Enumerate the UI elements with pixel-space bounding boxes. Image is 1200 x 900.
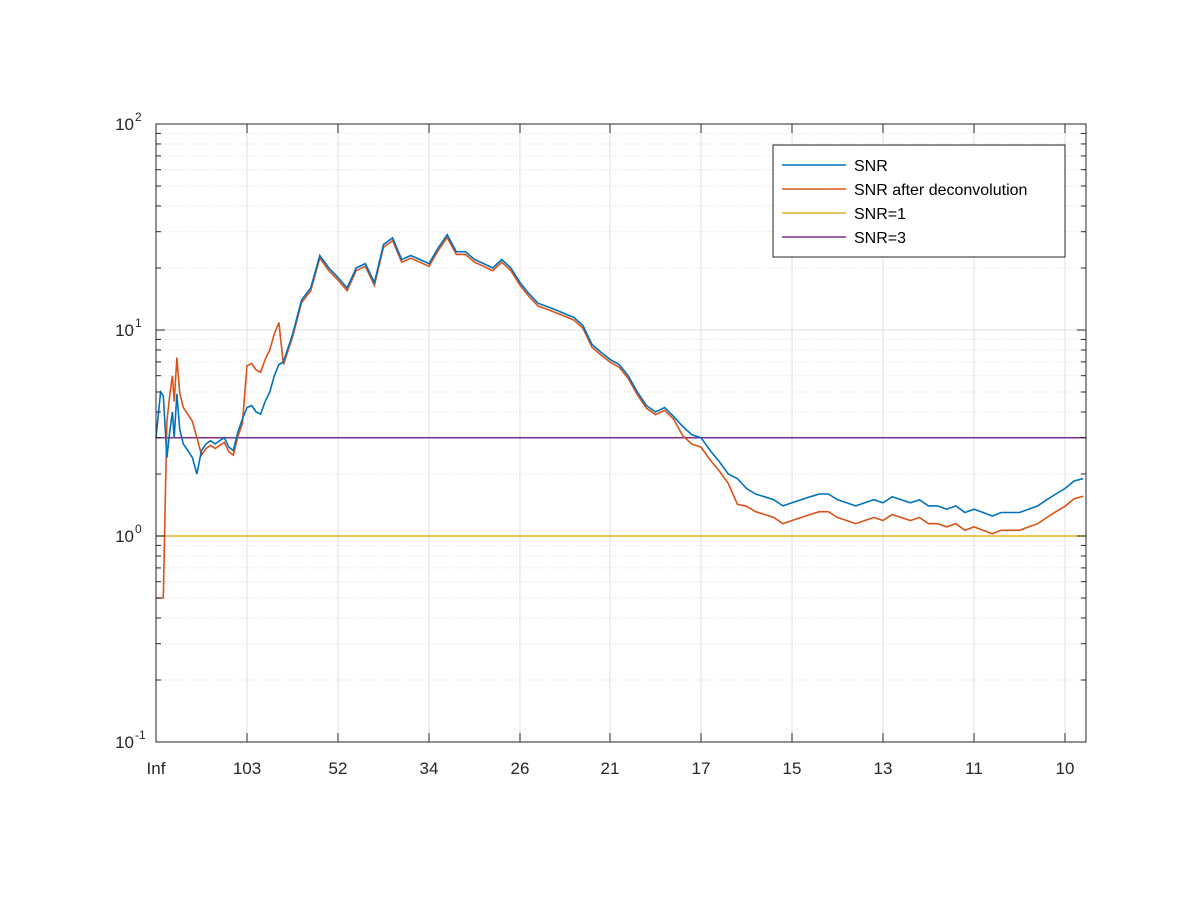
legend-entry-label: SNR after deconvolution bbox=[854, 182, 1027, 199]
legend-entry-label: SNR bbox=[854, 158, 888, 175]
x-tick-label: 15 bbox=[783, 759, 802, 778]
x-tick-label: 103 bbox=[233, 759, 261, 778]
series-lines bbox=[155, 233, 1086, 599]
x-tick-label: Inf bbox=[147, 759, 166, 778]
y-tick-label: 10 bbox=[115, 321, 134, 340]
legend-entry-label: SNR=1 bbox=[854, 206, 906, 223]
x-tick-label: 26 bbox=[511, 759, 530, 778]
y-tick-label-exponent: 0 bbox=[135, 522, 142, 536]
x-tick-label: 52 bbox=[329, 759, 348, 778]
y-tick-label: 10 bbox=[115, 527, 134, 546]
y-tick-label: 10 bbox=[115, 733, 134, 752]
y-tick-label: 10 bbox=[115, 115, 134, 134]
x-tick-label: 34 bbox=[420, 759, 439, 778]
y-tick-label-exponent: -1 bbox=[135, 728, 146, 742]
x-tick-label: 13 bbox=[874, 759, 893, 778]
x-axis-tick-labels: Inf 103 52 34 26 21 17 15 13 11 10 bbox=[147, 759, 1075, 778]
x-tick-label: 21 bbox=[601, 759, 620, 778]
axis-ticks bbox=[155, 124, 1086, 743]
legend-box bbox=[772, 144, 1066, 258]
x-tick-label: 10 bbox=[1056, 759, 1075, 778]
y-tick-label-exponent: 1 bbox=[135, 316, 142, 330]
legend: SNR SNR after deconvolution SNR=1 SNR=3 bbox=[772, 144, 1066, 258]
x-tick-label: 11 bbox=[965, 759, 983, 778]
y-tick-label-exponent: 2 bbox=[135, 110, 142, 124]
x-tick-label: 17 bbox=[692, 759, 711, 778]
legend-entry-label: SNR=3 bbox=[854, 230, 906, 247]
plot-frame bbox=[155, 123, 1087, 743]
series-snr-after-deconvolution bbox=[156, 235, 1084, 599]
series-snr bbox=[155, 233, 1084, 517]
